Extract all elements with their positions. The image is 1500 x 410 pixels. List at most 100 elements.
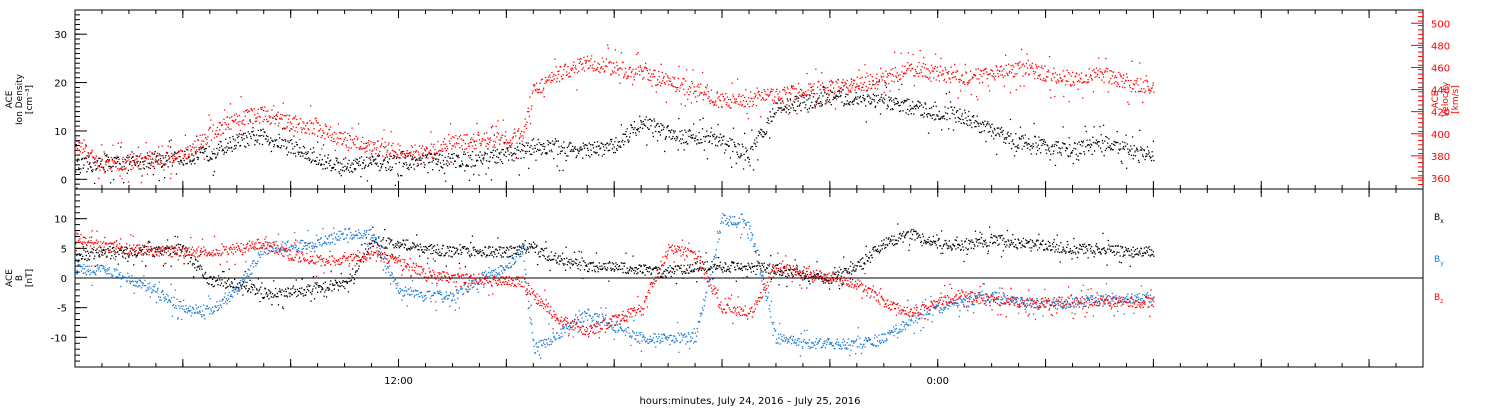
- b-field-point: [426, 247, 428, 250]
- density-point: [541, 144, 543, 146]
- velocity-point: [1067, 71, 1070, 74]
- density-point: [543, 148, 545, 150]
- velocity-point: [509, 139, 512, 142]
- b-field-point: [271, 293, 274, 295]
- b-field-point: [281, 289, 283, 291]
- velocity-point: [436, 153, 439, 155]
- b-field-point: [585, 264, 587, 266]
- velocity-point: [821, 72, 823, 74]
- velocity-point: [371, 150, 373, 152]
- b-field-point: [554, 252, 557, 254]
- velocity-point: [116, 155, 118, 157]
- velocity-point: [669, 80, 672, 82]
- velocity-point: [1037, 74, 1039, 77]
- velocity-point: [783, 88, 785, 91]
- density-point: [533, 151, 535, 153]
- density-point: [582, 157, 584, 159]
- velocity-point: [1002, 76, 1004, 79]
- density-point: [238, 133, 240, 135]
- b-field-point: [286, 295, 288, 297]
- density-point: [859, 97, 861, 99]
- density-point: [411, 159, 413, 161]
- density-point: [481, 163, 484, 165]
- b-field-point: [197, 260, 199, 262]
- velocity-point: [936, 70, 938, 72]
- velocity-point: [633, 76, 635, 78]
- b-field-point: [203, 277, 205, 279]
- b-field-point: [607, 262, 609, 264]
- density-point: [646, 144, 648, 146]
- y-axis-label: [nT]: [25, 269, 35, 287]
- density-point: [117, 156, 119, 158]
- density-point: [755, 145, 757, 147]
- density-point: [862, 96, 864, 99]
- density-point: [350, 170, 353, 172]
- density-point: [182, 163, 184, 165]
- b-field-point: [164, 251, 166, 253]
- velocity-point: [363, 147, 366, 150]
- density-point: [727, 140, 729, 142]
- b-field-point: [92, 249, 95, 251]
- b-field-point: [262, 297, 264, 299]
- density-point: [799, 102, 802, 104]
- density-point: [977, 122, 979, 124]
- velocity-point: [410, 151, 412, 153]
- velocity-point: [493, 144, 495, 146]
- density-point: [843, 103, 845, 105]
- density-point: [694, 137, 697, 139]
- velocity-point: [943, 80, 945, 82]
- velocity-point: [520, 135, 522, 137]
- velocity-point: [458, 142, 460, 145]
- velocity-point: [755, 94, 757, 96]
- density-point: [855, 96, 857, 98]
- velocity-point: [389, 152, 392, 154]
- density-point: [934, 101, 936, 103]
- density-point: [513, 152, 516, 154]
- density-point: [416, 158, 418, 160]
- velocity-point: [988, 73, 990, 75]
- density-point: [1029, 145, 1032, 147]
- velocity-point: [570, 68, 572, 70]
- b-field-point: [340, 282, 342, 285]
- density-point: [1018, 137, 1020, 139]
- velocity-point: [1048, 71, 1050, 73]
- velocity-point: [716, 91, 719, 93]
- velocity-point: [112, 144, 114, 146]
- velocity-point: [358, 147, 360, 149]
- density-point: [400, 174, 402, 177]
- b-field-point: [193, 263, 195, 265]
- velocity-point: [1086, 82, 1088, 84]
- velocity-point: [398, 149, 401, 151]
- b-field-point: [495, 248, 497, 250]
- b-field-point: [510, 247, 513, 250]
- density-point: [972, 116, 974, 118]
- velocity-point: [776, 102, 778, 104]
- density-point: [1153, 159, 1155, 162]
- density-point: [688, 129, 691, 131]
- b-field-point: [604, 266, 606, 268]
- density-point: [794, 95, 796, 98]
- velocity-point: [658, 70, 660, 73]
- density-point: [791, 103, 793, 105]
- b-field-point: [531, 246, 533, 248]
- velocity-point: [482, 139, 484, 141]
- velocity-point: [1133, 83, 1135, 85]
- velocity-point: [1153, 91, 1155, 93]
- velocity-point: [532, 90, 534, 92]
- velocity-point: [1121, 80, 1123, 82]
- density-point: [1109, 145, 1111, 147]
- density-point: [933, 119, 936, 121]
- density-point: [475, 160, 478, 162]
- velocity-point: [543, 96, 545, 98]
- b-field-point: [200, 266, 202, 268]
- velocity-point: [152, 162, 154, 164]
- velocity-point: [1007, 74, 1009, 77]
- velocity-point: [324, 123, 326, 126]
- density-point: [948, 128, 950, 130]
- velocity-point: [324, 138, 326, 140]
- velocity-point: [1078, 74, 1080, 76]
- velocity-point: [990, 69, 993, 71]
- density-point: [846, 103, 848, 105]
- density-point: [327, 157, 329, 159]
- b-field-point: [404, 244, 407, 246]
